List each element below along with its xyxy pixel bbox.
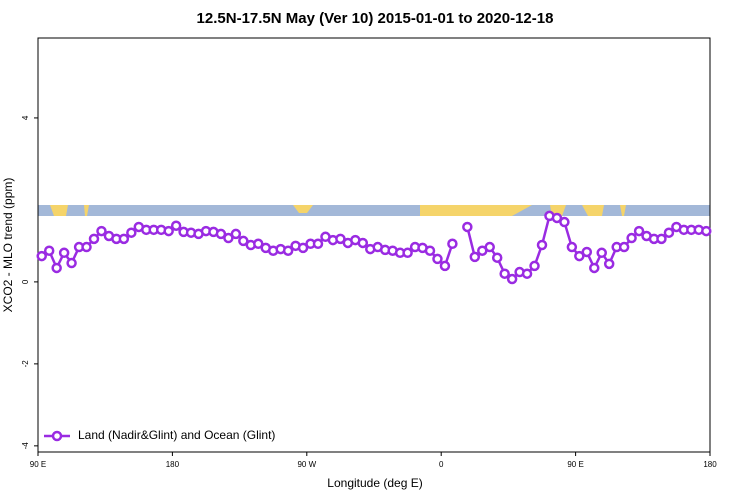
data-point <box>163 225 174 237</box>
x-tick-label: 180 <box>166 460 180 469</box>
y-tick-label: -2 <box>21 360 30 368</box>
data-point <box>312 238 324 250</box>
data-point <box>126 227 137 238</box>
y-axis-label: XCO2 - MLO trend (ppm) <box>1 178 15 313</box>
data-point <box>58 247 70 259</box>
data-point <box>118 233 130 245</box>
data-point <box>335 233 346 245</box>
x-tick-label: 0 <box>439 460 444 469</box>
data-point <box>484 241 495 253</box>
data-point <box>499 268 510 279</box>
legend-marker <box>51 430 63 442</box>
data-point <box>230 228 242 240</box>
data-point <box>439 260 451 272</box>
land-ocean-strip <box>38 205 710 216</box>
data-point <box>282 245 294 256</box>
data-point <box>618 241 630 253</box>
data-point <box>51 262 62 274</box>
data-point <box>656 233 667 245</box>
data-point <box>626 232 637 244</box>
data-point <box>559 216 570 228</box>
data-point <box>253 238 264 250</box>
data-point <box>551 212 563 224</box>
data-point <box>596 247 607 259</box>
x-tick-label: 90 E <box>567 460 583 469</box>
data-point <box>66 257 77 269</box>
data-point <box>581 246 593 258</box>
legend-label: Land (Nadir&Glint) and Ocean (Glint) <box>78 428 275 442</box>
data-point <box>424 245 436 256</box>
x-tick-label: 90 W <box>297 460 316 469</box>
data-point <box>432 253 443 265</box>
data-point <box>357 237 369 249</box>
data-point <box>521 268 533 279</box>
chart-title: 12.5N-17.5N May (Ver 10) 2015-01-01 to 2… <box>197 10 554 27</box>
data-point <box>43 245 55 256</box>
data-point <box>506 273 518 285</box>
data-point <box>402 247 413 259</box>
plot-frame <box>37 37 711 453</box>
data-point <box>170 220 182 231</box>
data-point <box>469 251 481 263</box>
y-tick-label: 0 <box>21 279 30 284</box>
data-point <box>88 233 100 245</box>
data-point <box>566 241 578 253</box>
data-point <box>297 242 309 254</box>
data-point <box>462 221 473 233</box>
x-tick-label: 180 <box>703 460 717 469</box>
data-point <box>633 225 645 237</box>
data-point <box>238 235 249 247</box>
data-point <box>491 252 503 263</box>
y-tick-label: -4 <box>21 442 30 450</box>
y-tick-label: 4 <box>21 115 30 120</box>
x-axis-label: Longitude (deg E) <box>327 476 422 490</box>
data-point <box>81 241 92 253</box>
data-point <box>663 227 675 238</box>
data-point <box>574 250 585 262</box>
data-point <box>215 228 227 240</box>
data-point <box>701 225 712 237</box>
data-point <box>447 238 458 250</box>
data-point <box>603 258 615 270</box>
data-point <box>589 262 600 274</box>
data-point <box>223 232 234 244</box>
data-point <box>529 260 540 272</box>
data-point <box>36 250 47 262</box>
x-tick-label: 90 E <box>30 460 46 469</box>
data-point <box>536 239 548 251</box>
data-point <box>96 225 107 237</box>
